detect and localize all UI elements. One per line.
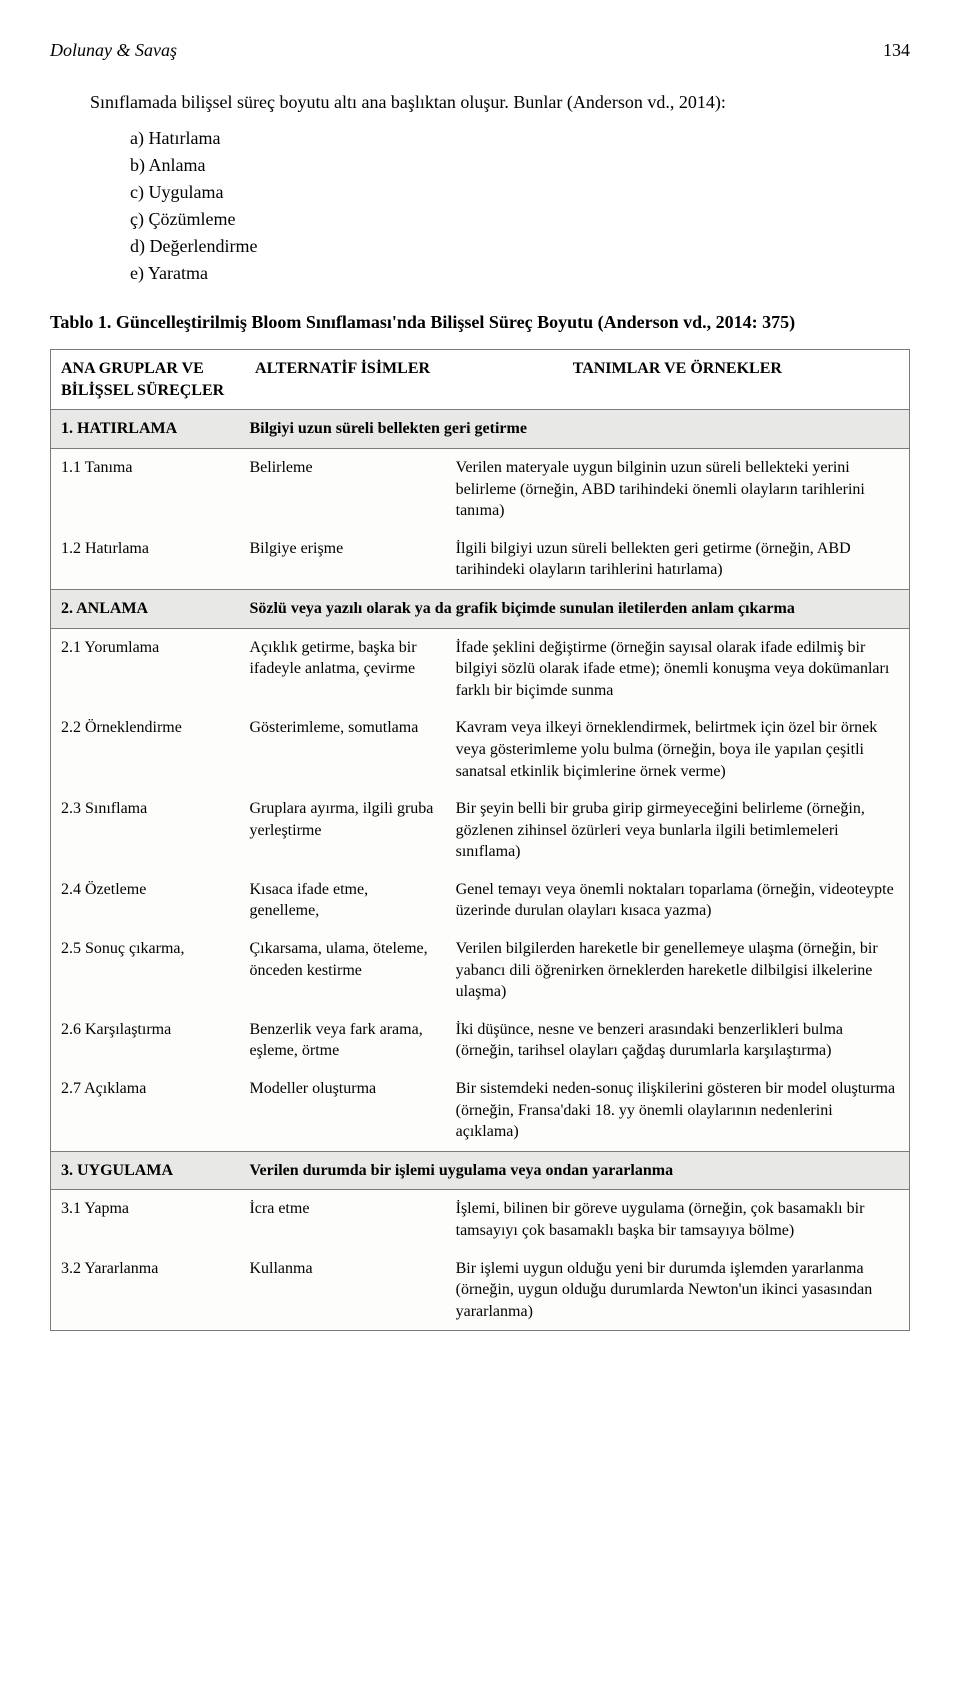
table-row: 2.1 YorumlamaAçıklık getirme, başka bir … [51,628,910,709]
section-name-cell: 1. HATIRLAMA [51,410,240,449]
table-header-row: ANA GRUPLAR VE BİLİŞSEL SÜREÇLER ALTERNA… [51,350,910,410]
table-cell: Çıkarsama, ulama, öteleme, önceden kesti… [239,930,445,1011]
table-cell: 2.3 Sınıflama [51,790,240,871]
section-desc-cell: Verilen durumda bir işlemi uygulama veya… [239,1151,909,1190]
table-cell: Verilen materyale uygun bilginin uzun sü… [446,448,910,529]
table-caption: Tablo 1. Güncelleştirilmiş Bloom Sınıfla… [50,309,910,335]
table-section-row: 1. HATIRLAMABilgiyi uzun süreli bellekte… [51,410,910,449]
table-cell: İcra etme [239,1190,445,1250]
table-cell: Bir işlemi uygun olduğu yeni bir durumda… [446,1250,910,1331]
section-name-cell: 3. UYGULAMA [51,1151,240,1190]
table-cell: Bir sistemdeki neden-sonuç ilişkilerini … [446,1070,910,1151]
running-header: Dolunay & Savaş 134 [50,40,910,61]
table-row: 2.4 ÖzetlemeKısaca ifade etme, genelleme… [51,871,910,930]
header-page-number: 134 [883,40,910,61]
table-row: 2.2 ÖrneklendirmeGösterimleme, somutlama… [51,709,910,790]
table-cell: İki düşünce, nesne ve benzeri arasındaki… [446,1011,910,1070]
table-cell: 3.1 Yapma [51,1190,240,1250]
table-section-row: 2. ANLAMASözlü veya yazılı olarak ya da … [51,589,910,628]
table-cell: Kavram veya ilkeyi örneklendirmek, belir… [446,709,910,790]
table-cell: İfade şeklini değiştirme (örneğin sayısa… [446,628,910,709]
table-cell: İlgili bilgiyi uzun süreli bellekten ger… [446,530,910,590]
bloom-table: ANA GRUPLAR VE BİLİŞSEL SÜREÇLER ALTERNA… [50,349,910,1331]
list-item: a) Hatırlama [130,125,910,152]
table-cell: Bir şeyin belli bir gruba girip girmeyec… [446,790,910,871]
table-cell: 2.5 Sonuç çıkarma, [51,930,240,1011]
table-cell: 2.1 Yorumlama [51,628,240,709]
section-name-cell: 2. ANLAMA [51,589,240,628]
table-row: 2.3 SınıflamaGruplara ayırma, ilgili gru… [51,790,910,871]
table-row: 3.1 Yapmaİcra etmeİşlemi, bilinen bir gö… [51,1190,910,1250]
table-cell: Kısaca ifade etme, genelleme, [239,871,445,930]
table-cell: Belirleme [239,448,445,529]
table-cell: 2.6 Karşılaştırma [51,1011,240,1070]
table-cell: Genel temayı veya önemli noktaları topar… [446,871,910,930]
table-cell: 2.2 Örneklendirme [51,709,240,790]
table-cell: Gösterimleme, somutlama [239,709,445,790]
table-cell: Bilgiye erişme [239,530,445,590]
table-cell: 2.7 Açıklama [51,1070,240,1151]
table-header-cell: ALTERNATİF İSİMLER [239,350,445,410]
table-cell: Kullanma [239,1250,445,1331]
list-item: e) Yaratma [130,260,910,287]
table-cell: Verilen bilgilerden hareketle bir genell… [446,930,910,1011]
list-item: ç) Çözümleme [130,206,910,233]
caption-label: Tablo 1. [50,312,111,332]
table-cell: 2.4 Özetleme [51,871,240,930]
table-row: 1.1 TanımaBelirlemeVerilen materyale uyg… [51,448,910,529]
header-authors: Dolunay & Savaş [50,40,177,61]
list-item: c) Uygulama [130,179,910,206]
table-row: 3.2 YararlanmaKullanmaBir işlemi uygun o… [51,1250,910,1331]
table-section-row: 3. UYGULAMAVerilen durumda bir işlemi uy… [51,1151,910,1190]
table-cell: Modeller oluşturma [239,1070,445,1151]
table-cell: 1.1 Tanıma [51,448,240,529]
section-desc-cell: Sözlü veya yazılı olarak ya da grafik bi… [239,589,909,628]
table-cell: 3.2 Yararlanma [51,1250,240,1331]
table-header-cell: ANA GRUPLAR VE BİLİŞSEL SÜREÇLER [51,350,240,410]
list-item: b) Anlama [130,152,910,179]
table-cell: 1.2 Hatırlama [51,530,240,590]
table-header-cell: TANIMLAR VE ÖRNEKLER [446,350,910,410]
ordered-list: a) Hatırlama b) Anlama c) Uygulama ç) Çö… [130,125,910,287]
caption-text: Güncelleştirilmiş Bloom Sınıflaması'nda … [116,312,795,332]
intro-paragraph: Sınıflamada bilişsel süreç boyutu altı a… [50,89,910,115]
table-row: 2.7 AçıklamaModeller oluşturmaBir sistem… [51,1070,910,1151]
table-row: 2.6 KarşılaştırmaBenzerlik veya fark ara… [51,1011,910,1070]
section-desc-cell: Bilgiyi uzun süreli bellekten geri getir… [239,410,909,449]
table-row: 2.5 Sonuç çıkarma,Çıkarsama, ulama, ötel… [51,930,910,1011]
table-cell: Açıklık getirme, başka bir ifadeyle anla… [239,628,445,709]
list-item: d) Değerlendirme [130,233,910,260]
table-cell: Benzerlik veya fark arama, eşleme, örtme [239,1011,445,1070]
table-cell: İşlemi, bilinen bir göreve uygulama (örn… [446,1190,910,1250]
table-cell: Gruplara ayırma, ilgili gruba yerleştirm… [239,790,445,871]
table-row: 1.2 HatırlamaBilgiye erişmeİlgili bilgiy… [51,530,910,590]
